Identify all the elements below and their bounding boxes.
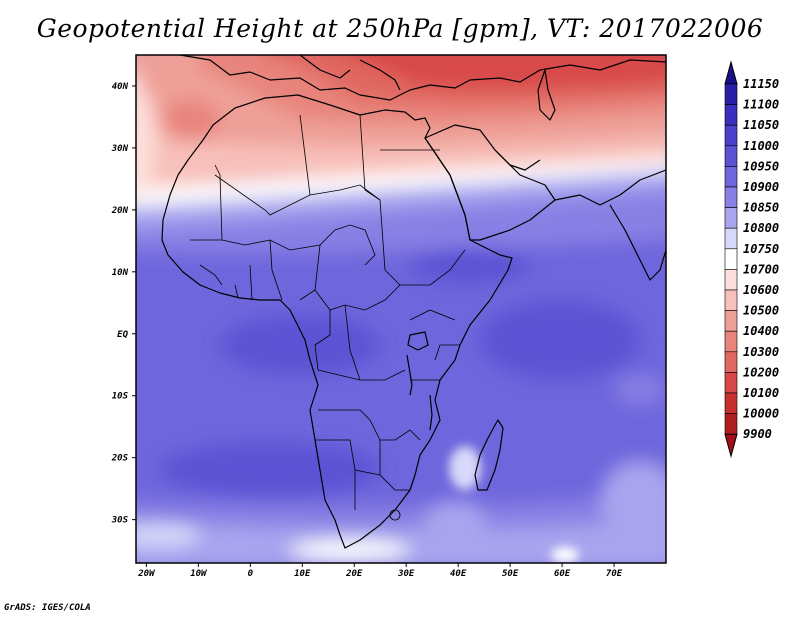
latitude-axis: 40N 30N 20N 10N EQ 10S 20S 30S [111,82,136,526]
colorbar-swatch [724,392,738,414]
colorbar-label: 11100 [743,98,779,112]
colorbar-swatch [724,166,738,188]
colorbar-swatch [724,351,738,373]
colorbar-label: 10850 [743,201,779,215]
colorbar-label: 10300 [743,345,779,359]
lon-tick-label: 0 [248,569,254,579]
lon-tick-label: 60E [554,569,571,579]
colorbar-label: 10100 [743,386,779,400]
colorbar-label: 10500 [743,304,779,318]
colorbar-swatch [724,372,738,394]
colorbar-label: 11050 [743,118,779,132]
colorbar-label: 10800 [743,221,779,235]
lat-tick-label: 10N [112,268,129,278]
colorbar-label: 10950 [743,159,779,173]
lat-tick-label: 10S [112,392,129,402]
map-frame [135,54,667,564]
colorbar-label: 10000 [743,407,779,421]
colorbar-swatch [724,124,738,147]
lon-tick-label: 10W [190,569,208,579]
lon-tick-label: 20W [137,569,156,579]
colorbar: 11150 11100 11050 11000 10950 10900 10850 10800… [724,60,779,459]
lat-tick-label: 30S [111,516,129,526]
colorbar-label: 10600 [743,283,779,297]
colorbar-top-arrow [724,60,738,85]
colorbar-swatch [724,145,738,167]
colorbar-label: 10400 [743,324,779,338]
lat-tick-label: 30N [111,144,129,154]
longitude-axis: 20W 10W 0 10E 20E 30E 40E 50E 60E 70E [137,563,623,579]
lon-tick-label: 10E [294,569,311,579]
colorbar-label: 10700 [743,262,779,276]
colorbar-label: 10200 [743,365,779,379]
colorbar-label: 11000 [743,139,779,153]
colorbar-swatch [724,227,738,250]
colorbar-label: 10900 [743,180,779,194]
lon-tick-label: 70E [606,569,623,579]
lat-tick-label: 20N [111,206,129,216]
colorbar-swatch [724,186,738,208]
colorbar-bottom-arrow [724,433,738,459]
map-title: Geopotential Height at 250hPa [gpm], VT:… [36,14,764,43]
lon-tick-label: 50E [502,569,519,579]
lon-tick-label: 20E [345,569,363,579]
colorbar-swatch [724,310,738,332]
colorbar-swatch [724,413,738,435]
colorbar-swatch [724,289,738,311]
colorbar-swatch [724,330,738,353]
colorbar-swatch [724,248,738,270]
colorbar-swatch [724,207,738,229]
lat-tick-label: 20S [111,454,129,464]
colorbar-label: 9900 [743,427,772,441]
colorbar-swatch [724,269,738,291]
height-field [136,55,666,563]
colorbar-label: 11150 [743,77,779,91]
colorbar-swatch [724,104,738,126]
lon-tick-label: 40E [450,569,467,579]
country-borders [190,114,466,521]
colorbar-label: 10750 [743,242,779,256]
lat-tick-label: 40N [112,82,129,92]
credit-label: GrADS: IGES/COLA [4,603,91,613]
coastlines [161,55,666,549]
lat-tick-label: EQ [117,330,128,340]
colorbar-swatch [724,83,738,105]
lon-tick-label: 30E [397,569,415,579]
